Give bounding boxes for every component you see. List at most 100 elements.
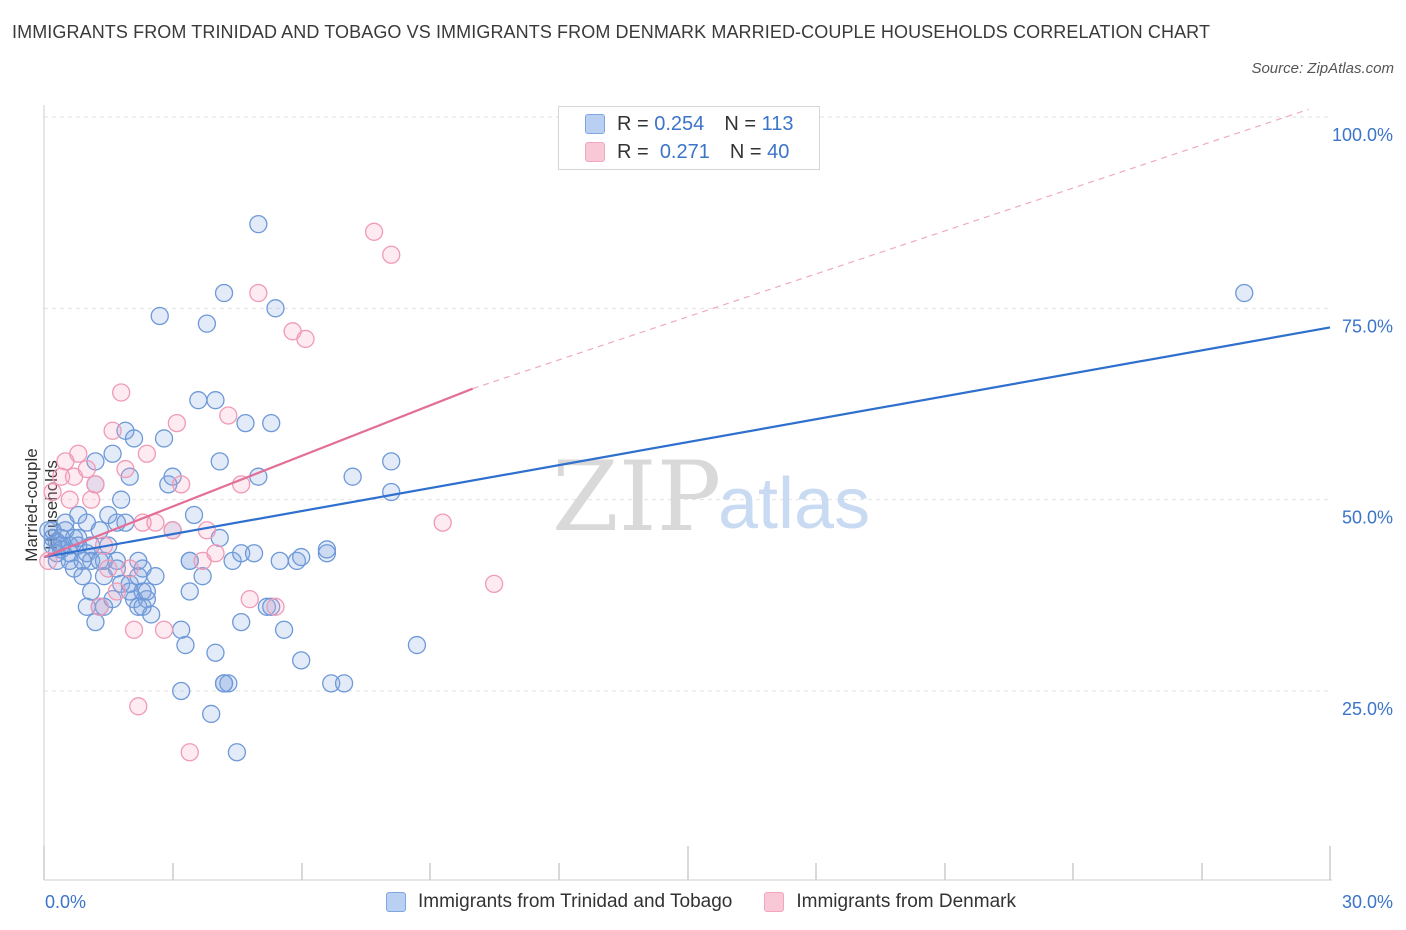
watermark-zip: ZIP — [552, 441, 721, 553]
stats-legend: R = 0.254 N = 113 R = 0.271 N = 40 — [558, 106, 820, 170]
data-point-denmark — [103, 421, 122, 440]
legend-swatch-denmark — [764, 892, 785, 912]
data-point-denmark — [266, 597, 285, 616]
data-point-denmark — [249, 283, 268, 303]
trend-line-denmark — [43, 387, 474, 559]
data-point-trinidad — [184, 505, 204, 525]
n-label: N = — [729, 140, 762, 163]
data-point-trinidad — [172, 620, 191, 639]
data-point-denmark — [99, 559, 118, 578]
data-point-denmark — [433, 513, 452, 532]
data-point-trinidad — [202, 704, 221, 724]
data-point-denmark — [112, 383, 131, 402]
n-value-trinidad: 113 — [761, 112, 794, 135]
r-label: R = — [617, 112, 649, 135]
data-point-trinidad — [103, 444, 122, 463]
data-point-trinidad — [206, 643, 225, 662]
data-point-trinidad — [180, 551, 199, 571]
series-legend: Immigrants from Trinidad and Tobago Immi… — [386, 889, 1048, 915]
data-point-denmark — [69, 444, 88, 463]
data-point-denmark — [107, 582, 127, 601]
data-point-denmark — [82, 490, 101, 509]
data-point-trinidad — [334, 674, 354, 693]
tick-labels: 100.0% 75.0% 50.0% 25.0% 0.0% 30.0% — [45, 125, 1393, 912]
data-point-denmark — [77, 459, 97, 479]
data-point-trinidad — [137, 582, 157, 601]
data-point-trinidad — [193, 567, 212, 586]
data-point-trinidad — [219, 674, 238, 693]
stats-legend-row-denmark: R = 0.271 N = 40 — [585, 138, 789, 166]
r-value-trinidad: 0.254 — [654, 112, 705, 135]
data-point-trinidad — [154, 429, 174, 448]
data-point-trinidad — [232, 544, 251, 563]
data-point-trinidad — [214, 674, 234, 693]
data-point-trinidad — [270, 551, 289, 571]
data-point-denmark — [60, 490, 79, 509]
data-point-trinidad — [343, 467, 362, 486]
data-point-denmark — [206, 544, 225, 563]
data-point-trinidad — [382, 482, 401, 502]
data-point-trinidad — [73, 567, 92, 586]
y-tick-label: 75.0% — [1342, 316, 1393, 336]
legend-swatch-trinidad — [386, 892, 406, 912]
data-point-denmark — [86, 475, 105, 494]
data-point-denmark — [90, 597, 109, 616]
legend-item-trinidad: Immigrants from Trinidad and Tobago — [386, 891, 732, 913]
data-point-denmark — [240, 590, 259, 609]
data-point-denmark — [296, 329, 315, 349]
legend-label-denmark: Immigrants from Denmark — [796, 891, 1016, 912]
r-value-denmark: 0.271 — [659, 140, 710, 163]
data-point-trinidad — [274, 620, 294, 639]
source-credit: Source: ZipAtlas.com — [1251, 60, 1394, 77]
data-point-trinidad — [176, 635, 195, 655]
data-point-trinidad — [206, 391, 225, 410]
legend-item-denmark: Immigrants from Denmark — [764, 891, 1016, 913]
legend-label-trinidad: Immigrants from Trinidad and Tobago — [418, 891, 733, 912]
data-point-denmark — [137, 444, 157, 463]
data-point-denmark — [43, 482, 62, 502]
data-point-trinidad — [86, 612, 105, 632]
y-tick-label: 25.0% — [1342, 699, 1393, 719]
chart-title: IMMIGRANTS FROM TRINIDAD AND TOBAGO VS I… — [12, 22, 1211, 42]
data-point-trinidad — [43, 521, 62, 540]
watermark: ZIP atlas — [552, 441, 870, 553]
x-tick-label: 0.0% — [45, 892, 86, 912]
data-point-trinidad — [189, 391, 208, 410]
data-point-trinidad — [82, 582, 101, 601]
trend-line-trinidad — [43, 326, 1331, 559]
data-point-trinidad — [407, 635, 427, 655]
data-point-trinidad — [236, 413, 255, 433]
data-point-trinidad — [210, 452, 229, 471]
data-point-trinidad — [133, 597, 152, 616]
data-point-denmark — [124, 620, 144, 639]
data-point-trinidad — [249, 214, 268, 234]
data-point-trinidad — [112, 490, 131, 509]
y-tick-label: 100.0% — [1332, 125, 1393, 145]
data-point-denmark — [197, 521, 217, 540]
data-point-trinidad — [180, 582, 199, 601]
series-denmark-points — [39, 222, 504, 762]
data-point-denmark — [180, 743, 199, 762]
data-point-trinidad — [317, 540, 337, 559]
data-point-trinidad — [197, 314, 217, 333]
grid-lines — [44, 116, 1330, 692]
data-point-denmark — [364, 222, 384, 241]
data-point-trinidad — [322, 674, 341, 693]
r-label: R = — [617, 140, 649, 163]
data-point-denmark — [172, 475, 191, 494]
data-point-trinidad — [1235, 283, 1254, 303]
denmark-swatch — [585, 142, 605, 162]
n-label: N = — [724, 112, 756, 135]
data-point-trinidad — [244, 544, 264, 563]
data-point-trinidad — [150, 306, 169, 326]
data-point-trinidad — [292, 547, 311, 567]
data-point-trinidad — [146, 567, 165, 586]
data-point-trinidad — [382, 452, 401, 471]
series-trinidad-points — [39, 214, 1254, 762]
data-point-trinidad — [262, 413, 281, 433]
data-point-denmark — [484, 574, 504, 594]
data-point-denmark — [120, 559, 139, 578]
data-point-trinidad — [232, 612, 251, 632]
trend-lines — [43, 108, 1331, 559]
